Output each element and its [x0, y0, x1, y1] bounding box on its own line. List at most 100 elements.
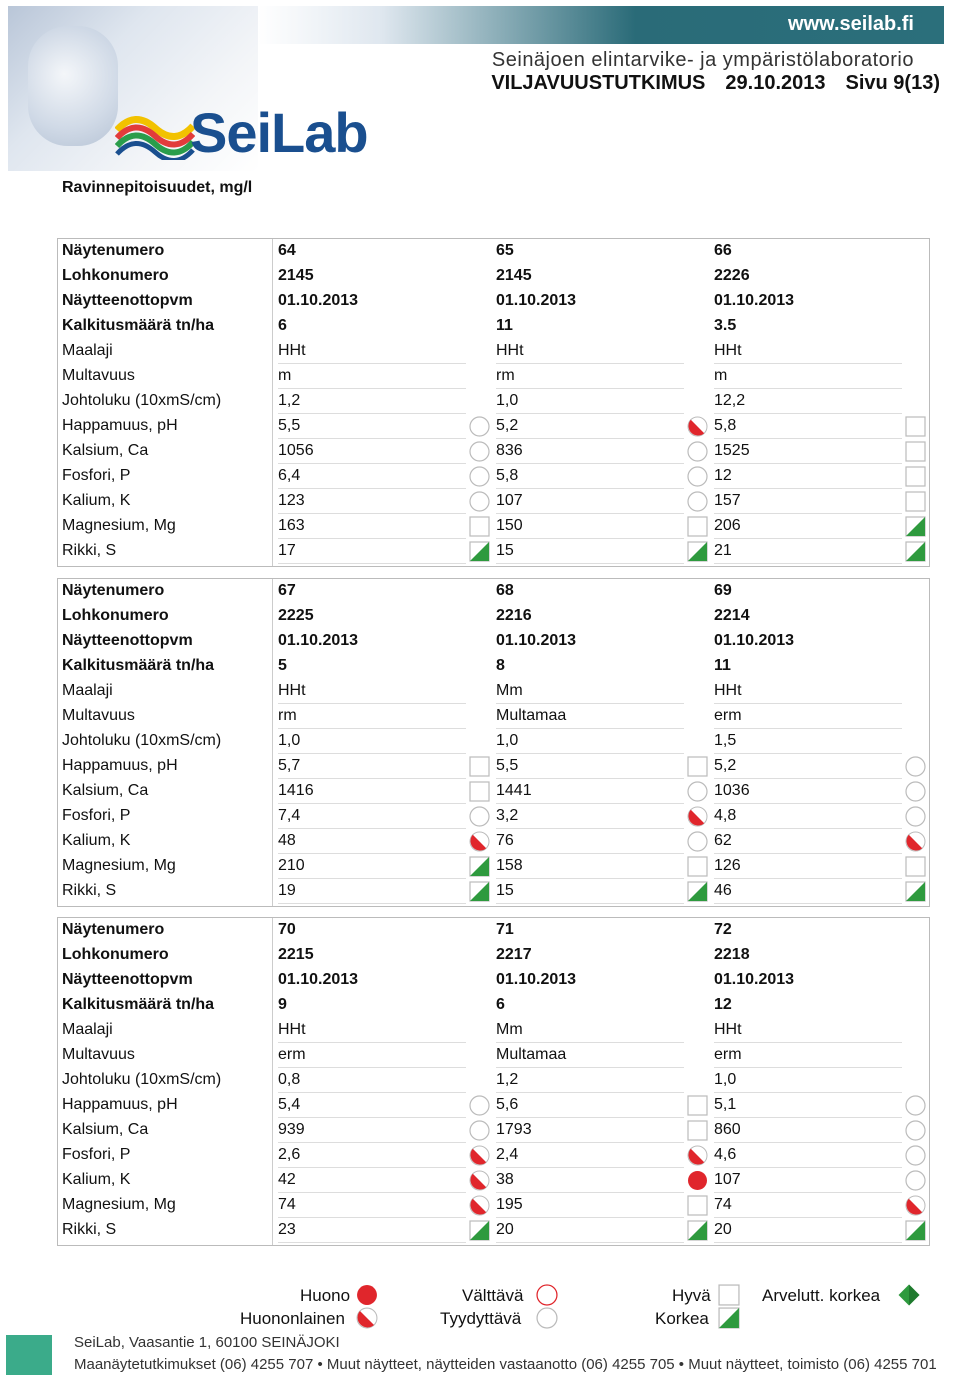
cell-value: 1036 — [714, 782, 750, 799]
cell-value: 38 — [496, 1171, 514, 1188]
huono-icon — [687, 1170, 708, 1191]
table-row: Multavuus erm Multamaa erm — [58, 1043, 929, 1068]
cell-value: 01.10.2013 — [278, 971, 359, 988]
legend-hyva: Hyvä — [672, 1286, 711, 1305]
table-row: Lohkonumero 2215 2217 2218 — [58, 943, 929, 968]
tyydyttava-icon — [905, 1170, 926, 1191]
cell-value: 01.10.2013 — [496, 292, 577, 309]
cell-value: 206 — [714, 517, 741, 534]
row-underline — [278, 828, 466, 829]
hyva-icon — [687, 1195, 708, 1216]
cell-value: 20 — [714, 1221, 732, 1238]
row-underline — [714, 488, 902, 489]
table-row: Fosfori, P 2,6 2,4 4,6 — [58, 1143, 929, 1168]
cell-value: 1416 — [278, 782, 314, 799]
cell-value: 01.10.2013 — [714, 292, 795, 309]
cell-value: 5,6 — [496, 1096, 519, 1113]
table-row: Kalkitusmäärä tn/ha 9 6 12 — [58, 993, 929, 1018]
cell-value: 11 — [496, 317, 513, 334]
table-row: Lohkonumero 2145 2145 2226 — [58, 264, 929, 289]
row-underline — [278, 1067, 466, 1068]
cell-value: 70 — [278, 921, 296, 938]
tyydyttava-icon — [536, 1307, 558, 1329]
row-underline — [496, 513, 684, 514]
row-underline — [714, 1042, 902, 1043]
cell-value: 2145 — [278, 267, 314, 284]
row-label: Maalaji — [62, 342, 113, 359]
cell-value: 76 — [496, 832, 514, 849]
row-label: Fosfori, P — [62, 807, 131, 824]
row-label: Kalium, K — [62, 832, 131, 849]
korkea-icon — [469, 541, 490, 562]
table-row: Kalsium, Ca 1056 836 1525 — [58, 439, 929, 464]
cell-value: 5,2 — [714, 757, 737, 774]
cell-value: 2217 — [496, 946, 532, 963]
tyydyttava-icon — [905, 1120, 926, 1141]
row-underline — [714, 903, 902, 904]
cell-value: HHt — [278, 682, 306, 699]
table-row: Maalaji HHt HHt HHt — [58, 339, 929, 364]
row-label: Fosfori, P — [62, 1146, 131, 1163]
row-label: Kalium, K — [62, 492, 131, 509]
tyydyttava-icon — [687, 466, 708, 487]
legend-arvelutt: Arvelutt. korkea — [762, 1286, 881, 1305]
cell-value: 2145 — [496, 267, 532, 284]
logo-wave-icon — [115, 116, 195, 160]
table-row: Happamuus, pH 5,7 5,5 5,2 — [58, 754, 929, 779]
hyva-icon — [905, 491, 926, 512]
row-label: Lohkonumero — [62, 946, 169, 963]
table-row: Rikki, S 23 20 20 — [58, 1218, 929, 1243]
column-separator — [272, 239, 273, 566]
cell-value: 107 — [714, 1171, 741, 1188]
tyydyttava-icon — [905, 1095, 926, 1116]
row-underline — [278, 438, 466, 439]
cell-value: 01.10.2013 — [278, 632, 359, 649]
cell-value: 1,0 — [496, 392, 519, 409]
cell-value: 46 — [714, 882, 732, 899]
cell-value: Multamaa — [496, 1046, 567, 1063]
table-row: Maalaji HHt Mm HHt — [58, 1018, 929, 1043]
table-row: Kalkitusmäärä tn/ha 6 11 3.5 — [58, 314, 929, 339]
row-underline — [496, 1142, 684, 1143]
row-label: Kalium, K — [62, 1171, 131, 1188]
cell-value: 2216 — [496, 607, 532, 624]
doc-page: Sivu 9(13) — [845, 72, 940, 94]
huononlainen-icon — [905, 831, 926, 852]
cell-value: 158 — [496, 857, 523, 874]
table-row: Johtoluku (10xmS/cm) 1,2 1,0 12,2 — [58, 389, 929, 414]
table-row: Näytteenottopvm 01.10.2013 01.10.2013 01.10… — [58, 968, 929, 993]
row-underline — [278, 778, 466, 779]
row-underline — [714, 538, 902, 539]
table-row: Fosfori, P 6,4 5,8 12 — [58, 464, 929, 489]
row-underline — [278, 1117, 466, 1118]
table-row: Maalaji HHt Mm HHt — [58, 679, 929, 704]
hyva-icon — [469, 781, 490, 802]
korkea-icon — [905, 881, 926, 902]
row-underline — [496, 828, 684, 829]
row-underline — [714, 728, 902, 729]
cell-value: 11 — [714, 657, 731, 674]
row-underline — [496, 563, 684, 564]
cell-value: 64 — [278, 242, 296, 259]
cell-value: 74 — [714, 1196, 732, 1213]
row-label: Näytenumero — [62, 582, 165, 599]
row-label: Rikki, S — [62, 882, 117, 899]
row-underline — [278, 903, 466, 904]
cell-value: 5,2 — [496, 417, 519, 434]
hyva-icon — [687, 516, 708, 537]
hyva-icon — [687, 1120, 708, 1141]
row-label: Johtoluku (10xmS/cm) — [62, 732, 222, 749]
tyydyttava-icon — [687, 441, 708, 462]
row-label: Fosfori, P — [62, 467, 131, 484]
cell-value: 1441 — [496, 782, 532, 799]
lab-subtitle: Seinäjoen elintarvike- ja ympäristölabor… — [491, 49, 914, 71]
cell-value: 6,4 — [278, 467, 301, 484]
row-underline — [496, 803, 684, 804]
cell-value: 62 — [714, 832, 732, 849]
row-label: Kalkitusmäärä tn/ha — [62, 317, 215, 334]
site-url[interactable]: www.seilab.fi — [788, 13, 914, 35]
table-row: Kalium, K 123 107 157 — [58, 489, 929, 514]
table-row: Fosfori, P 7,4 3,2 4,8 — [58, 804, 929, 829]
row-underline — [714, 1217, 902, 1218]
row-underline — [278, 703, 466, 704]
